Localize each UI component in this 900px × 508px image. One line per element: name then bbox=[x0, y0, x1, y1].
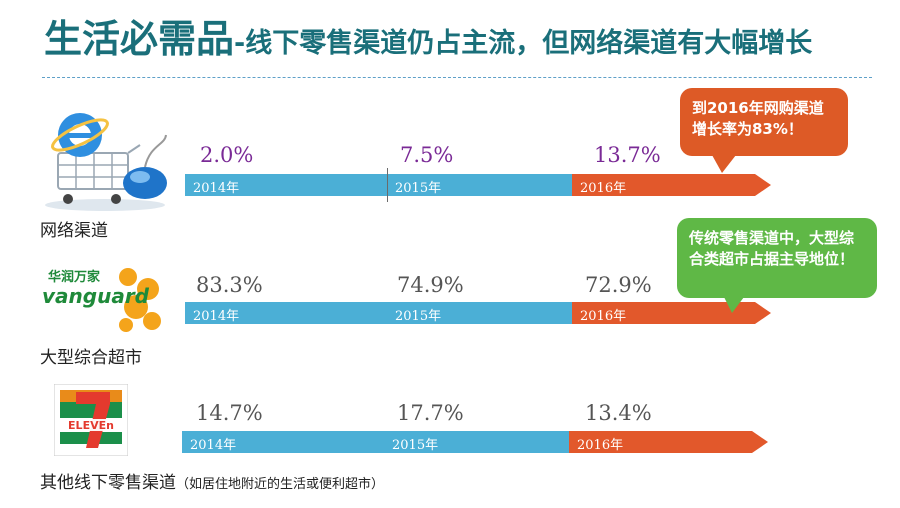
title-main: 生活必需品 bbox=[44, 17, 235, 61]
row-other-seg-2015: 2015年 bbox=[384, 431, 569, 453]
row-online-year-2014: 2014年 bbox=[193, 181, 240, 196]
title-divider bbox=[42, 77, 872, 78]
row-other-year-2015: 2015年 bbox=[392, 438, 439, 453]
row-label-hypermarket: 大型综合超市 bbox=[40, 348, 142, 368]
seven-eleven-logo: ELEVEn bbox=[53, 383, 129, 457]
vanguard-logo-en: vanguard bbox=[42, 284, 150, 308]
row-hypermarket-seg-2014: 2014年 bbox=[185, 302, 387, 324]
row-other-value-2016: 13.4% bbox=[585, 401, 652, 425]
row-online-value-2014: 2.0% bbox=[200, 143, 254, 167]
internet-shopping-icon bbox=[40, 105, 170, 215]
row-other-bar: 2014年 2015年 2016年 bbox=[182, 431, 768, 453]
row-other-value-2014: 14.7% bbox=[196, 401, 263, 425]
row-online-seg-2014: 2014年 bbox=[185, 174, 387, 196]
row-online-seg-2016: 2016年 bbox=[572, 174, 755, 196]
row-hypermarket-bar: 2014年 2015年 2016年 bbox=[185, 302, 771, 324]
vanguard-logo-cn: 华润万家 bbox=[48, 269, 101, 285]
row-online-seg-2015: 2015年 bbox=[387, 174, 572, 196]
seven-eleven-logo-text: ELEVEn bbox=[68, 419, 114, 432]
row-other-seg-2016: 2016年 bbox=[569, 431, 752, 453]
hypermarket-callout: 传统零售渠道中，大型综合类超市占据主导地位！ bbox=[677, 218, 877, 298]
row-hypermarket-value-2016: 72.9% bbox=[585, 273, 652, 297]
hypermarket-callout-tail bbox=[724, 297, 744, 313]
row-other-year-2016: 2016年 bbox=[577, 438, 624, 453]
row-hypermarket-arrowhead bbox=[755, 302, 771, 324]
online-growth-callout: 到2016年网购渠道增长率为83%！ bbox=[680, 88, 848, 156]
row-online-value-2015: 7.5% bbox=[400, 143, 454, 167]
row-hypermarket-seg-2016: 2016年 bbox=[572, 302, 755, 324]
row-online-divider bbox=[387, 168, 388, 202]
row-label-other-note: （如居住地附近的生活或便利超市） bbox=[176, 477, 385, 492]
row-hypermarket-value-2015: 74.9% bbox=[397, 273, 464, 297]
row-hypermarket-year-2015: 2015年 bbox=[395, 309, 442, 324]
row-other-value-2015: 17.7% bbox=[397, 401, 464, 425]
row-label-online: 网络渠道 bbox=[40, 221, 108, 241]
row-other-seg-2014: 2014年 bbox=[182, 431, 384, 453]
page-title: 生活必需品-线下零售渠道仍占主流，但网络渠道有大幅增长 bbox=[44, 8, 812, 63]
row-hypermarket-value-2014: 83.3% bbox=[196, 273, 263, 297]
row-online-year-2016: 2016年 bbox=[580, 181, 627, 196]
vanguard-logo: 华润万家 vanguard bbox=[42, 263, 172, 335]
row-online-year-2015: 2015年 bbox=[395, 181, 442, 196]
row-other-year-2014: 2014年 bbox=[190, 438, 237, 453]
row-online-arrowhead bbox=[755, 174, 771, 196]
row-hypermarket-year-2016: 2016年 bbox=[580, 309, 627, 324]
row-hypermarket-year-2014: 2014年 bbox=[193, 309, 240, 324]
row-online-value-2016: 13.7% bbox=[594, 143, 661, 167]
row-hypermarket-seg-2015: 2015年 bbox=[387, 302, 572, 324]
row-label-other-main: 其他线下零售渠道 bbox=[40, 473, 176, 493]
row-other-arrowhead bbox=[752, 431, 768, 453]
online-growth-callout-tail bbox=[712, 155, 736, 173]
title-sub: -线下零售渠道仍占主流，但网络渠道有大幅增长 bbox=[234, 28, 813, 59]
row-online-bar: 2014年 2015年 2016年 bbox=[185, 168, 771, 202]
row-label-other: 其他线下零售渠道（如居住地附近的生活或便利超市） bbox=[40, 468, 384, 493]
